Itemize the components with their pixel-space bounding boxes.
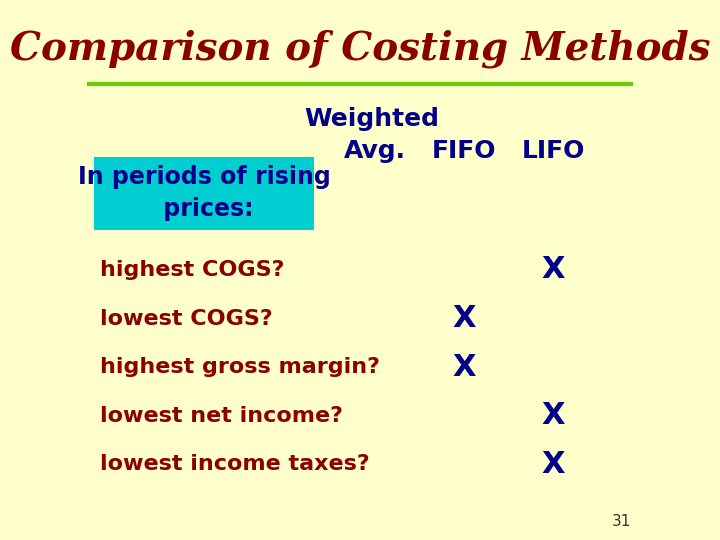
Text: FIFO: FIFO [432, 139, 496, 163]
Text: X: X [541, 450, 565, 479]
Text: Avg.: Avg. [343, 139, 405, 163]
Text: X: X [452, 304, 476, 333]
Text: X: X [541, 401, 565, 430]
Text: Weighted: Weighted [304, 107, 439, 131]
Text: lowest COGS?: lowest COGS? [100, 308, 273, 329]
Text: X: X [452, 353, 476, 382]
Text: highest COGS?: highest COGS? [100, 260, 284, 280]
Text: highest gross margin?: highest gross margin? [100, 357, 380, 377]
FancyBboxPatch shape [94, 157, 314, 230]
Text: lowest net income?: lowest net income? [100, 406, 343, 426]
Text: 31: 31 [612, 514, 631, 529]
Text: Comparison of Costing Methods: Comparison of Costing Methods [10, 29, 710, 68]
Text: LIFO: LIFO [522, 139, 585, 163]
Text: X: X [541, 255, 565, 285]
Text: lowest income taxes?: lowest income taxes? [100, 454, 370, 475]
Text: In periods of rising
 prices:: In periods of rising prices: [78, 165, 330, 221]
